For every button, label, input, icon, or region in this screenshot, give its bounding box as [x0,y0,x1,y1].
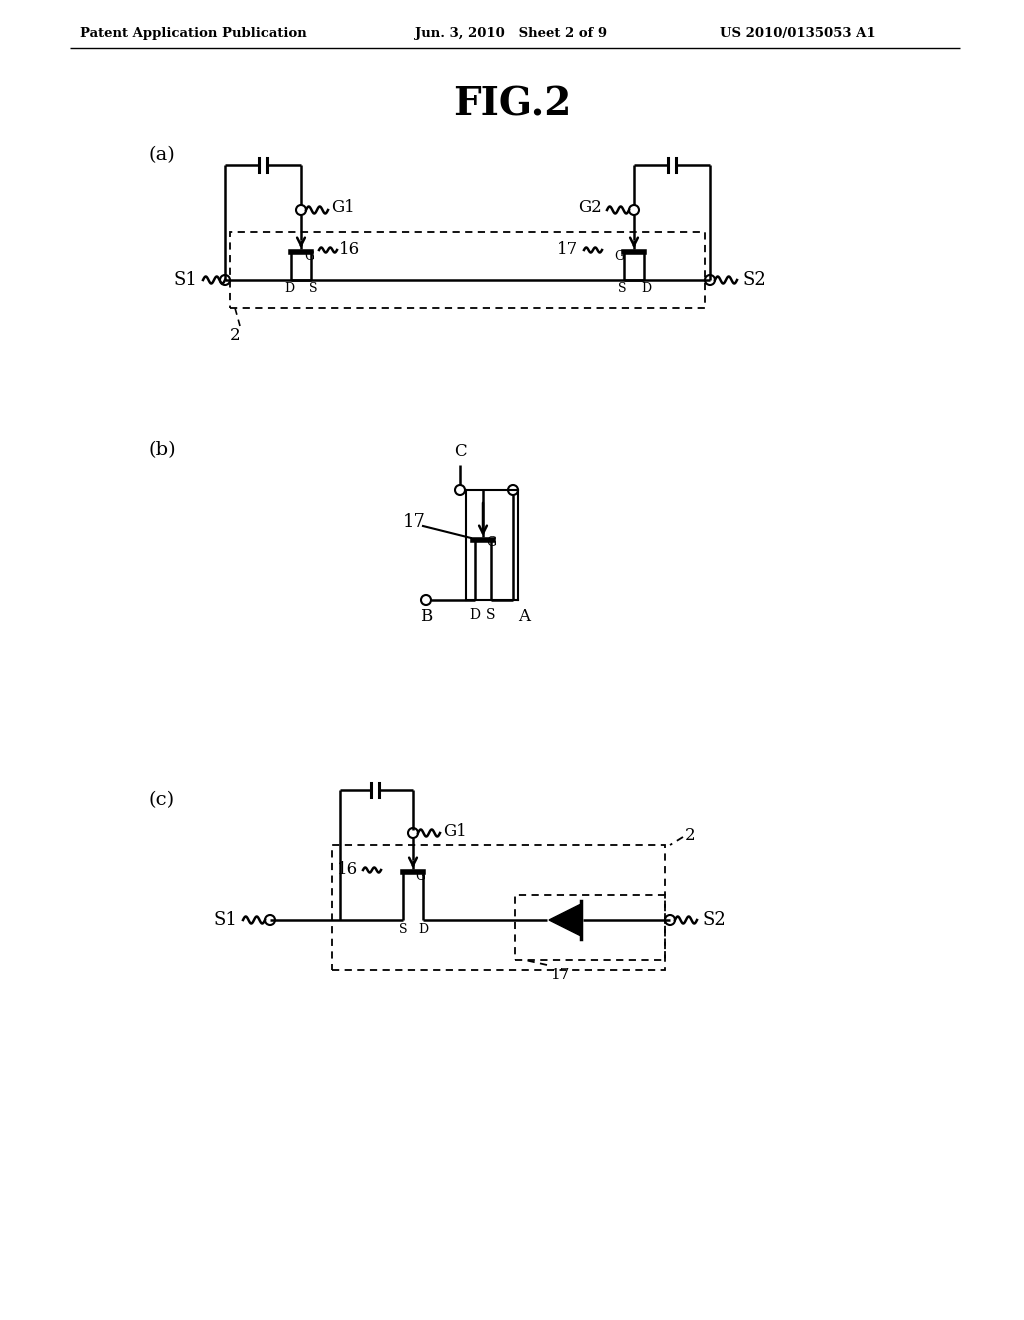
Text: D: D [469,609,480,622]
Text: D: D [641,282,651,294]
Text: S2: S2 [742,271,766,289]
Text: 17: 17 [403,513,426,531]
Text: (b): (b) [148,441,176,459]
Text: G1: G1 [331,199,354,216]
Text: S: S [398,923,408,936]
Text: S: S [309,282,317,294]
Text: 2: 2 [230,327,241,345]
Bar [332,845,665,970]
Text: S: S [617,282,627,294]
Bar [230,232,705,308]
Text: S1: S1 [173,271,197,289]
Text: D: D [284,282,294,294]
Text: G: G [486,536,496,549]
Text: 16: 16 [337,861,358,878]
Text: 16: 16 [339,240,360,257]
Text: 17: 17 [557,240,578,257]
Text: C: C [454,444,466,459]
Text: 2: 2 [685,826,695,843]
Text: (a): (a) [148,147,175,164]
Polygon shape [549,904,581,936]
Text: S: S [486,609,496,622]
Text: G: G [304,249,314,263]
Text: 17: 17 [550,968,569,982]
Text: US 2010/0135053 A1: US 2010/0135053 A1 [720,26,876,40]
Bar [515,895,665,960]
Text: G: G [415,870,425,883]
Text: G1: G1 [443,822,467,840]
Text: FIG.2: FIG.2 [453,86,571,124]
Text: (c): (c) [148,791,174,809]
Text: S2: S2 [702,911,726,929]
Text: S1: S1 [213,911,237,929]
Text: D: D [418,923,428,936]
Text: A: A [518,609,530,624]
Text: Jun. 3, 2010   Sheet 2 of 9: Jun. 3, 2010 Sheet 2 of 9 [415,26,607,40]
Text: Patent Application Publication: Patent Application Publication [80,26,307,40]
Text: G: G [614,249,624,263]
Text: B: B [420,609,432,624]
Text: G2: G2 [579,199,602,216]
